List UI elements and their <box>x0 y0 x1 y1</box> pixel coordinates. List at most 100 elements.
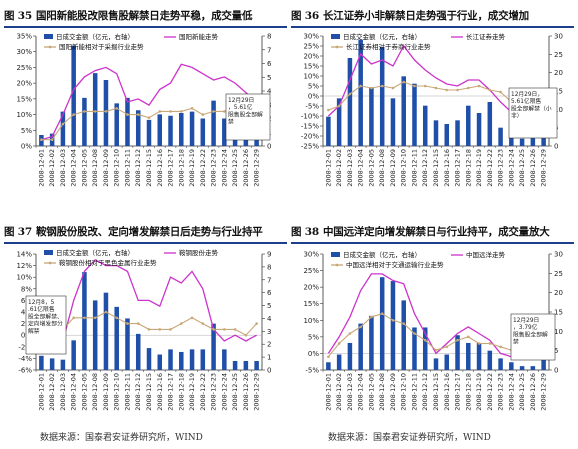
legend-rel-label: 中国远洋相对于交通运输行业走势 <box>346 260 444 269</box>
legend-bar-label: 日成交金额（亿元，右轴） <box>343 32 421 41</box>
y-tick-label: -5% <box>305 103 319 111</box>
annotation-text: 禁 <box>228 119 234 126</box>
relative-point <box>466 335 470 339</box>
x-tick-label: 2008-12-15 <box>145 149 153 187</box>
bar <box>412 327 417 370</box>
relative-point <box>179 322 183 325</box>
bar <box>509 362 514 370</box>
x-tick-label: 2008-12-18 <box>464 149 472 187</box>
bar <box>530 366 536 370</box>
bar <box>519 138 525 146</box>
x-tick-label: 2008-12-11 <box>123 149 131 187</box>
relative-point <box>190 316 194 320</box>
bar <box>509 135 514 146</box>
bar <box>326 362 331 370</box>
bar <box>444 124 450 146</box>
y2-tick-label: 30 <box>554 33 563 41</box>
relative-point <box>456 88 459 92</box>
x-tick-label: 2008-12-11 <box>410 373 418 411</box>
x-tick-label: 2008-12-01 <box>37 149 45 187</box>
chart-panel-35: 图 35 国阳新能股改限售股解禁日走势平稳，成交量低 0% 5% 10% 15% 20% 2… <box>4 4 287 216</box>
y-tick-label: 5% <box>308 83 319 91</box>
relative-point <box>413 84 416 88</box>
x-tick-label: 2008-12-25 <box>231 373 239 411</box>
legend-bar-label: 日成交金额（亿元，右轴） <box>56 248 134 257</box>
y-tick-label: 30% <box>303 33 319 41</box>
bar <box>519 366 525 370</box>
relative-point <box>83 316 86 320</box>
bar <box>254 139 259 146</box>
bar <box>82 272 87 370</box>
bar <box>82 97 87 146</box>
y-tick-label: 12% <box>16 262 32 270</box>
annotation-text: ，5.61亿 <box>228 103 253 111</box>
annotation-text: 12月29日 <box>513 317 539 324</box>
x-tick-label: 2008-12-10 <box>113 149 121 187</box>
bar <box>60 111 66 146</box>
x-tick-label: 2008-12-04 <box>357 149 365 187</box>
bar <box>401 76 406 146</box>
x-tick-label: 2008-12-10 <box>400 149 408 187</box>
stock-line <box>41 258 257 354</box>
x-tick-label: 2008-12-04 <box>357 373 365 411</box>
y2-tick-label: 4 <box>267 88 272 96</box>
y2-tick-label: 0 <box>554 367 558 375</box>
x-tick-label: 2008-12-05 <box>367 149 375 187</box>
bar <box>530 135 536 146</box>
x-tick-label: 2008-12-01 <box>324 149 332 187</box>
y2-tick-label: 25 <box>554 51 563 59</box>
x-tick-label: 2008-12-02 <box>48 149 56 187</box>
x-tick-label: 2008-12-26 <box>529 149 537 187</box>
legend: 日成交金额（亿元，右轴）中国远洋相对于交通运输行业走势 中国远洋走势 <box>331 250 506 269</box>
y-tick-label: 8% <box>21 285 32 293</box>
y2-tick-label: 10 <box>554 106 563 114</box>
y-tick-label: 0% <box>21 143 32 151</box>
y2-tick-label: 5 <box>267 302 271 310</box>
relative-point <box>359 325 362 329</box>
x-tick-label: 2008-12-05 <box>367 373 375 411</box>
legend-bar-label: 日成交金额（亿元，右轴） <box>56 32 134 41</box>
x-tick-label: 2008-12-29 <box>540 373 548 411</box>
x-tick-label: 2008-12-16 <box>443 149 451 187</box>
x-tick-label: 2008-12-12 <box>421 373 429 411</box>
x-tick-label: 2008-12-12 <box>134 373 142 411</box>
relative-point <box>488 342 492 345</box>
x-tick-label: 2008-12-08 <box>91 373 99 411</box>
x-tick-label: 2008-12-12 <box>421 149 429 187</box>
relative-point <box>72 316 75 320</box>
x-tick-label: 2008-12-01 <box>37 373 45 411</box>
relative-point <box>456 338 459 342</box>
x-tick-label: 2008-12-23 <box>210 149 218 187</box>
bar <box>71 340 76 370</box>
x-tick-label: 2008-12-24 <box>220 149 228 187</box>
bar <box>157 354 163 370</box>
relative-point <box>370 86 373 90</box>
bar <box>455 120 460 146</box>
x-tick-label: 2008-12-11 <box>123 373 131 411</box>
x-tick-label: 2008-12-03 <box>59 373 67 411</box>
legend-bar-swatch <box>331 34 340 39</box>
relative-point <box>190 106 194 110</box>
legend-rel-marker <box>335 45 339 49</box>
legend-rel-label: 长江证券相对于券商行业走势 <box>346 42 431 51</box>
annotation-text: ，3.79亿 <box>513 323 538 331</box>
relative-point <box>477 342 481 345</box>
x-tick-label: 2008-12-05 <box>80 149 88 187</box>
y-tick-label: 30% <box>303 251 319 259</box>
relative-point <box>337 104 341 108</box>
bar <box>326 116 331 146</box>
bar <box>200 349 206 370</box>
bar <box>179 113 184 146</box>
legend-stock-label: 鞍钢股份走势 <box>179 248 219 257</box>
y2-tick-label: 0 <box>267 143 271 151</box>
relative-point <box>499 345 502 349</box>
relative-point <box>61 122 65 126</box>
bar <box>103 80 109 146</box>
relative-point <box>434 348 438 352</box>
annotation-box <box>225 93 271 141</box>
x-tick-label: 2008-12-16 <box>156 149 164 187</box>
x-tick-label: 2008-12-09 <box>389 149 397 187</box>
stock-line <box>41 63 258 141</box>
